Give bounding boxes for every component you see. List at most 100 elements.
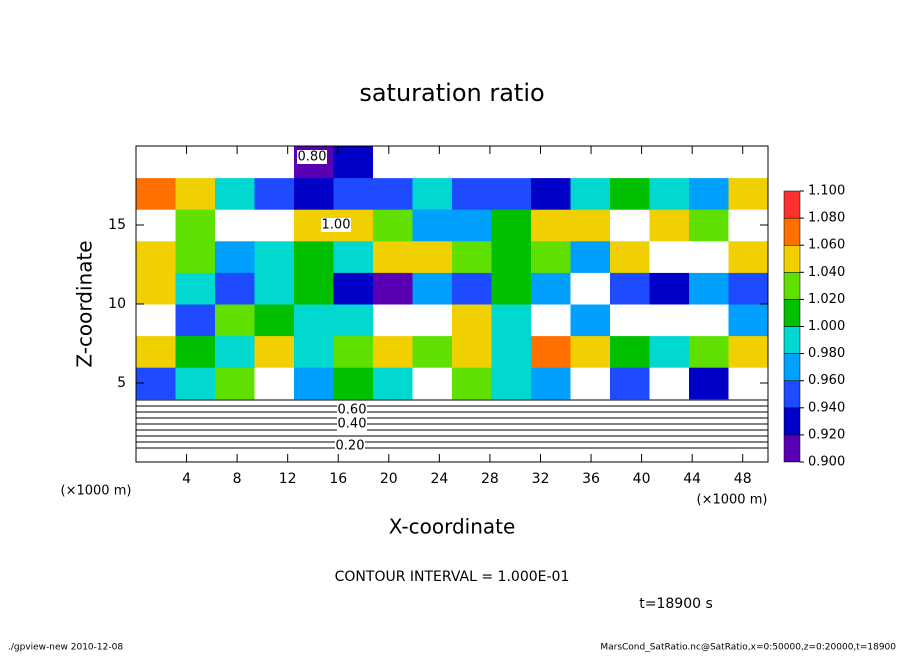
x-tick-label: 20 xyxy=(380,471,398,487)
x-tick-label: 44 xyxy=(683,471,701,487)
contour-label-bg xyxy=(335,439,365,453)
cell xyxy=(570,398,611,431)
cell xyxy=(649,177,690,210)
cell xyxy=(531,304,571,337)
x-tick-label: 40 xyxy=(633,471,651,487)
colorbar-band xyxy=(783,434,801,463)
cell xyxy=(294,240,334,273)
x-tick-label: 8 xyxy=(233,471,242,487)
cell xyxy=(610,430,650,463)
cell xyxy=(136,304,176,337)
x-unit: (×1000 m) xyxy=(697,493,768,508)
cell xyxy=(649,304,690,337)
colorbar-label: 0.920 xyxy=(808,427,845,442)
cell xyxy=(570,367,611,400)
cell xyxy=(333,272,374,305)
contour-label-bg xyxy=(337,417,367,431)
cell xyxy=(254,240,295,273)
cell xyxy=(649,367,690,400)
cell xyxy=(254,146,295,179)
cell xyxy=(215,398,255,431)
cell xyxy=(452,367,492,400)
cell xyxy=(610,177,650,210)
colorbar-band xyxy=(783,272,801,300)
cell xyxy=(175,177,216,210)
cell xyxy=(175,209,216,242)
cell xyxy=(610,240,650,273)
cell xyxy=(175,335,216,368)
cell xyxy=(649,398,690,431)
cell xyxy=(452,177,492,210)
cell xyxy=(610,146,650,179)
cell xyxy=(491,272,532,305)
cell xyxy=(175,146,216,179)
cell xyxy=(215,209,255,242)
cell xyxy=(452,209,492,242)
cell xyxy=(728,240,769,273)
colorbar-band xyxy=(783,326,801,354)
cell xyxy=(215,430,255,463)
cell xyxy=(294,430,334,463)
contour-label-bg xyxy=(337,403,367,417)
cell xyxy=(136,177,176,210)
cell xyxy=(373,398,413,431)
colorbar-label: 1.020 xyxy=(808,292,845,307)
cell xyxy=(373,240,413,273)
cell xyxy=(373,304,413,337)
contour-label-bg xyxy=(297,150,327,164)
x-tick-label: 36 xyxy=(582,471,600,487)
cell xyxy=(570,335,611,368)
cell xyxy=(689,240,729,273)
cell xyxy=(215,240,255,273)
contour-label-bg xyxy=(321,218,351,232)
cell xyxy=(215,367,255,400)
cell xyxy=(610,367,650,400)
cell xyxy=(531,335,571,368)
colorbar-label: 1.060 xyxy=(808,238,845,253)
cell xyxy=(689,146,729,179)
cell xyxy=(175,240,216,273)
cell xyxy=(373,272,413,305)
cell xyxy=(254,335,295,368)
cell xyxy=(136,146,176,179)
cell xyxy=(254,209,295,242)
cell xyxy=(373,335,413,368)
cell xyxy=(136,398,176,431)
cell xyxy=(373,367,413,400)
footer-left: ./gpview-new 2010-12-08 xyxy=(8,643,123,653)
cell xyxy=(254,177,295,210)
x-axis-label: X-coordinate xyxy=(389,515,516,539)
y-axis-label: Z-coordinate xyxy=(73,240,97,367)
cell xyxy=(452,398,492,431)
x-tick-label: 32 xyxy=(532,471,550,487)
cell xyxy=(412,335,453,368)
cell xyxy=(254,398,295,431)
cell xyxy=(215,272,255,305)
cell xyxy=(452,146,492,179)
cell xyxy=(452,240,492,273)
cell xyxy=(412,398,453,431)
cell xyxy=(175,304,216,337)
cell xyxy=(333,146,374,179)
cell xyxy=(649,272,690,305)
cell xyxy=(649,146,690,179)
cell xyxy=(491,398,532,431)
cell xyxy=(333,335,374,368)
cell xyxy=(728,430,769,463)
cell xyxy=(175,367,216,400)
cell xyxy=(728,177,769,210)
cell xyxy=(728,335,769,368)
cell xyxy=(333,177,374,210)
cell xyxy=(728,146,769,179)
cell xyxy=(412,177,453,210)
contour-label: 1.00 xyxy=(322,218,351,233)
cell xyxy=(373,146,413,179)
cell xyxy=(136,272,176,305)
cell xyxy=(610,398,650,431)
cell xyxy=(689,367,729,400)
cell xyxy=(649,209,690,242)
contour-label: 0.80 xyxy=(298,150,327,165)
cell xyxy=(294,304,334,337)
cell xyxy=(294,398,334,431)
cell xyxy=(452,430,492,463)
